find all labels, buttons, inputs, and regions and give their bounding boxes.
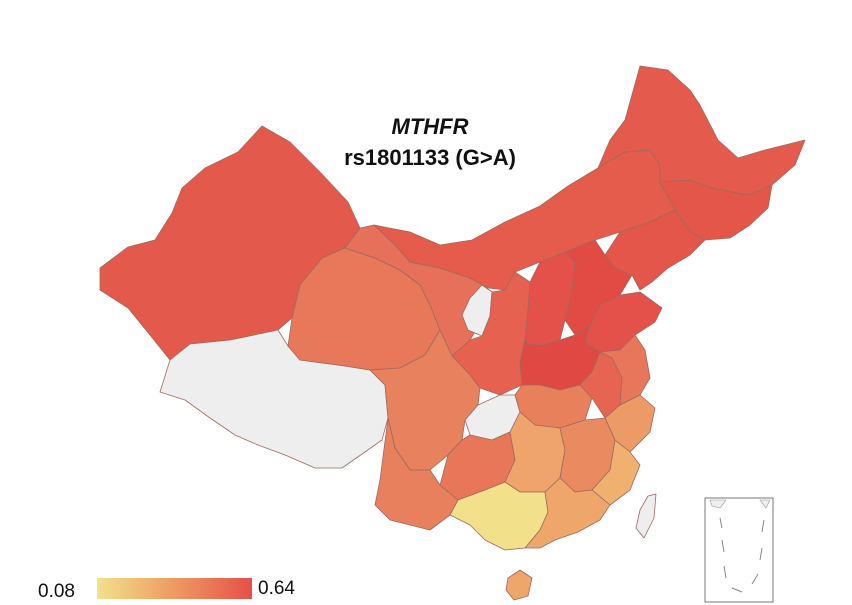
- region-shanxi: [524, 251, 576, 346]
- map-title-snp: rs1801133 (G>A): [344, 145, 516, 170]
- legend-min-label: 0.08: [38, 581, 75, 602]
- region-guangdong: [524, 477, 611, 549]
- region-taiwan: [635, 493, 657, 539]
- region-jiangsu: [599, 334, 651, 406]
- south-china-sea-inset: [704, 497, 774, 603]
- legend-max-label: 0.64: [258, 578, 295, 599]
- legend-color-bar: [97, 578, 252, 599]
- map-title-gene: MTHFR: [391, 114, 469, 139]
- region-hainan: [505, 569, 533, 601]
- region-fujian: [591, 439, 641, 506]
- region-heilongjiang: [597, 65, 806, 196]
